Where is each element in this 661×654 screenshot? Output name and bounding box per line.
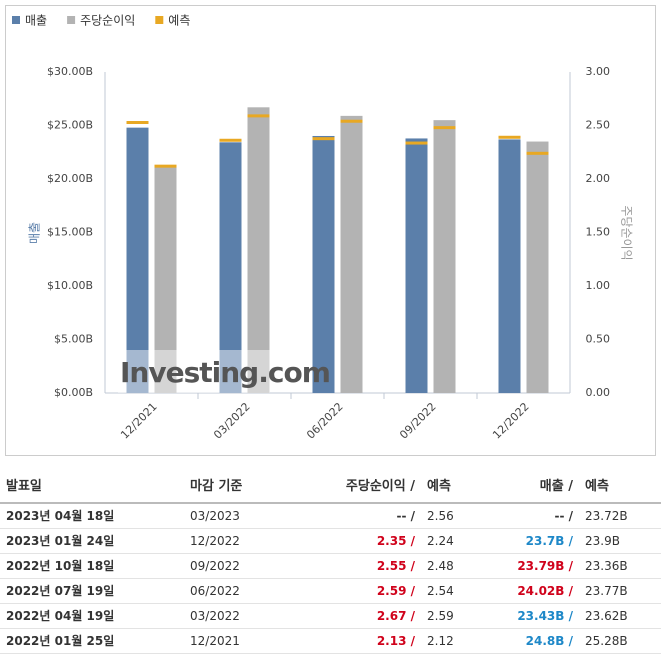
table-cell: 03/2022	[190, 609, 240, 623]
earnings-table: 발표일 마감 기준 주당순이익 / 예측 매출 / 예측 2023년 04월 18일 03/2…	[0, 472, 661, 654]
forecast-marker	[219, 138, 242, 142]
table-row: 2022년 10월 18일 09/2022 2.55 / 2.48 23.79B / 23…	[0, 554, 661, 579]
forecast-marker	[526, 151, 549, 155]
table-cell: 2023년 01월 24일	[6, 534, 115, 548]
table-cell: 2022년 01월 25일	[6, 634, 115, 648]
y-tick-label: $20.00B	[47, 172, 93, 185]
legend-label: 예측	[168, 14, 190, 28]
forecast-marker	[498, 135, 521, 139]
y2-tick-label: 0.00	[586, 386, 611, 399]
forecast-marker	[312, 137, 335, 141]
table-cell: 발표일	[6, 479, 42, 494]
table-row: 2023년 01월 24일 12/2022 2.35 / 2.24 23.7B / 23.…	[0, 529, 661, 554]
table-cell: 2022년 04월 19일	[6, 609, 115, 623]
table-cell: 09/2022	[190, 559, 240, 573]
bar	[498, 139, 521, 393]
table-cell: 2.56	[427, 509, 454, 523]
bar	[154, 165, 177, 393]
table-cell: 23.79B /	[517, 559, 573, 573]
table-cell: 2.48	[427, 559, 454, 573]
table-row: 2022년 07월 19일 06/2022 2.59 / 2.54 24.02B / 23…	[0, 579, 661, 604]
table-cell: 23.43B /	[517, 609, 573, 623]
table-cell: 2.35 /	[376, 534, 415, 548]
y-tick-label: $15.00B	[47, 226, 93, 239]
y-tick-label: $0.00B	[54, 386, 93, 399]
table-cell: 23.62B	[585, 609, 628, 623]
y2-axis-title: 주당순이익	[620, 205, 634, 260]
table-cell: 24.02B /	[517, 584, 573, 598]
table-cell: 23.72B	[585, 509, 628, 523]
table-cell: 2.13 /	[376, 634, 415, 648]
legend-swatch	[12, 16, 20, 24]
bar	[219, 142, 242, 393]
y-tick-label: $30.00B	[47, 65, 93, 78]
forecast-marker	[247, 114, 270, 118]
table-row: 발표일 마감 기준 주당순이익 / 예측 매출 / 예측	[0, 472, 661, 504]
table-row: 2023년 04월 18일 03/2023 -- / 2.56 -- / 23.72B	[0, 504, 661, 529]
y2-tick-label: 0.50	[586, 333, 611, 346]
table-cell: 매출 /	[539, 479, 573, 494]
forecast-marker	[154, 164, 177, 168]
watermark: Investing.com	[120, 356, 330, 389]
forecast-marker	[126, 121, 149, 125]
table-cell: 2.67 /	[376, 609, 415, 623]
bar	[405, 138, 428, 393]
y2-tick-label: 1.50	[586, 226, 611, 239]
table-cell: 06/2022	[190, 584, 240, 598]
table-cell: 25.28B	[585, 634, 628, 648]
table-cell: 12/2022	[190, 534, 240, 548]
legend-swatch	[67, 16, 76, 24]
forecast-marker	[405, 141, 428, 145]
table-cell: 예측	[427, 479, 451, 494]
table-cell: 2.59 /	[376, 584, 415, 598]
y-axis-title: 매출	[28, 222, 42, 244]
bar	[126, 127, 149, 393]
chart: 매출 주당순이익 매출 주당순이익 예측$0.00B$5.00B$10.00B$15…	[5, 5, 656, 456]
table-cell: 2.55 /	[376, 559, 415, 573]
bar	[340, 115, 363, 394]
table-row: 2022년 04월 19일 03/2022 2.67 / 2.59 23.43B / 23…	[0, 604, 661, 629]
bar	[526, 141, 549, 393]
table-cell: 2.24	[427, 534, 454, 548]
y-tick-label: $25.00B	[47, 119, 93, 132]
y2-tick-label: 2.00	[586, 172, 611, 185]
table-cell: 2022년 10월 18일	[6, 559, 115, 573]
table-cell: 주당순이익 /	[345, 479, 415, 494]
table-cell: 23.7B /	[525, 534, 573, 548]
bar	[312, 135, 335, 393]
table-cell: 2.54	[427, 584, 454, 598]
bar	[247, 107, 270, 393]
table-cell: 23.36B	[585, 559, 628, 573]
table-cell: 예측	[585, 479, 609, 494]
table-cell: -- /	[396, 509, 415, 523]
y2-tick-label: 3.00	[586, 65, 611, 78]
legend-label: 주당순이익	[80, 14, 135, 28]
table-cell: 2023년 04월 18일	[6, 509, 115, 523]
table-cell: 23.77B	[585, 584, 628, 598]
table-cell: 23.9B	[585, 534, 620, 548]
watermark-veil	[118, 350, 270, 393]
forecast-marker	[433, 126, 456, 130]
y2-tick-label: 2.50	[586, 119, 611, 132]
table-cell: 12/2021	[190, 634, 240, 648]
table-cell: 마감 기준	[190, 479, 243, 494]
table-row: 2022년 01월 25일 12/2021 2.13 / 2.12 24.8B / 25.…	[0, 629, 661, 654]
bar	[433, 120, 456, 394]
forecast-marker	[340, 119, 363, 123]
legend-label: 매출	[25, 14, 47, 28]
y-tick-label: $5.00B	[54, 333, 93, 346]
table-cell: 24.8B /	[525, 634, 573, 648]
table-cell: 2022년 07월 19일	[6, 584, 115, 598]
y2-tick-label: 1.00	[586, 279, 611, 292]
table-cell: 03/2023	[190, 509, 240, 523]
y-tick-label: $10.00B	[47, 279, 93, 292]
table-cell: -- /	[554, 509, 573, 523]
legend-swatch	[155, 16, 164, 24]
table-cell: 2.59	[427, 609, 454, 623]
table-cell: 2.12	[427, 634, 454, 648]
